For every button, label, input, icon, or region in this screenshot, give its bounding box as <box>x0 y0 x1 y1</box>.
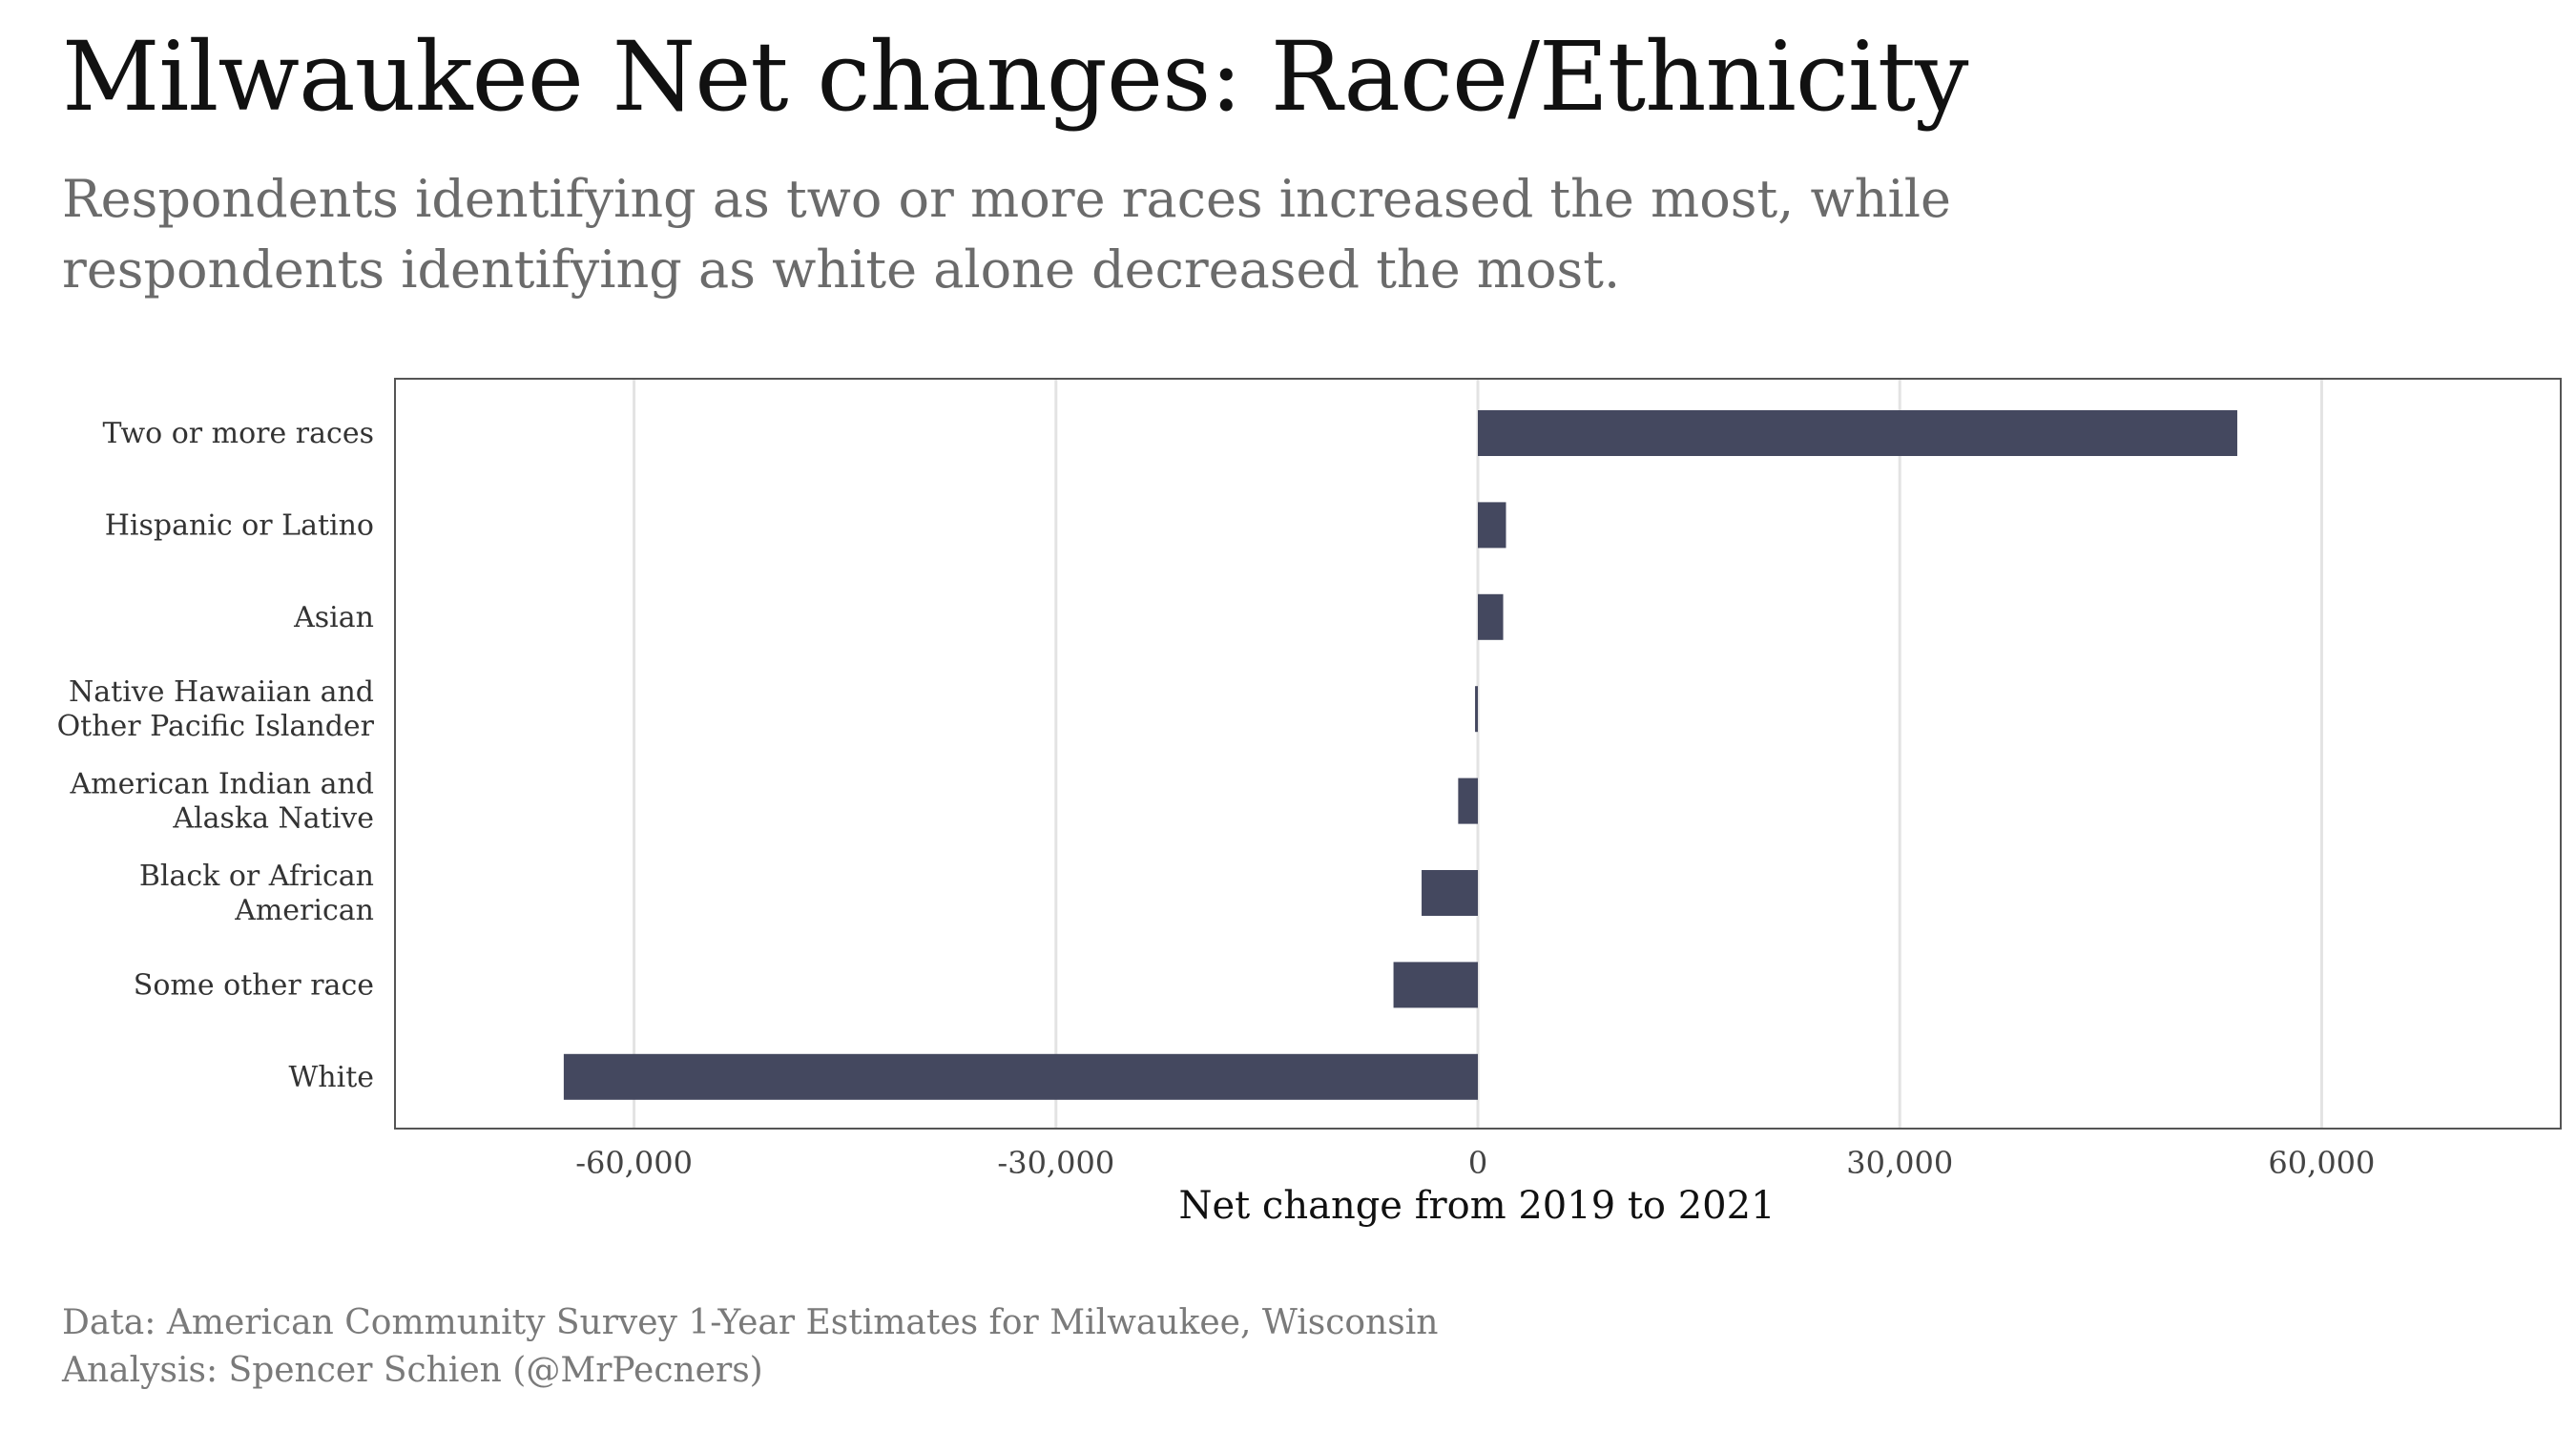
grid-lines <box>633 379 2323 1129</box>
caption-data-source: Data: American Community Survey 1-Year E… <box>62 1303 1439 1342</box>
y-tick-label: Native Hawaiian and Other Pacific Islande… <box>57 675 375 743</box>
y-tick-label: Black or African American <box>139 860 374 927</box>
x-tick-label: -30,000 <box>997 1145 1114 1181</box>
y-tick-label: American Indian and Alaska Native <box>70 768 374 836</box>
y-tick-label: Some other race <box>134 968 374 1002</box>
bar <box>1422 870 1478 916</box>
y-tick-labels: Two or more races Hispanic or Latino Asian… <box>57 417 375 1094</box>
x-tick-label: -60,000 <box>575 1145 693 1181</box>
y-tick-label: White <box>288 1061 374 1094</box>
x-tick-label: 60,000 <box>2268 1145 2375 1181</box>
bar <box>1478 502 1506 549</box>
bar <box>1458 778 1478 824</box>
y-tick-label: Hispanic or Latino <box>105 508 374 542</box>
bar <box>1393 962 1478 1008</box>
y-tick-label: Asian <box>293 601 374 634</box>
chart-title: Milwaukee Net changes: Race/Ethnicity <box>62 21 1969 133</box>
y-tick-label: Two or more races <box>103 417 374 450</box>
chart-subtitle: Respondents identifying as two or more r… <box>62 169 1951 300</box>
plot-frame <box>394 378 2562 1130</box>
bar <box>563 1053 1478 1100</box>
x-tick-label: 30,000 <box>1846 1145 1953 1181</box>
bars <box>563 410 2237 1100</box>
x-tick-label: 0 <box>1468 1145 1487 1181</box>
x-axis-title: Net change from 2019 to 2021 <box>1178 1184 1775 1228</box>
caption-analysis-credit: Analysis: Spencer Schien (@MrPecners) <box>62 1351 763 1390</box>
bar <box>1478 410 2237 456</box>
bar <box>1475 686 1478 733</box>
caption: Data: American Community Survey 1-Year E… <box>62 1299 1438 1395</box>
bar <box>1478 593 1504 640</box>
x-tick-labels: -60,000 -30,000 0 30,000 60,000 <box>575 1145 2375 1181</box>
